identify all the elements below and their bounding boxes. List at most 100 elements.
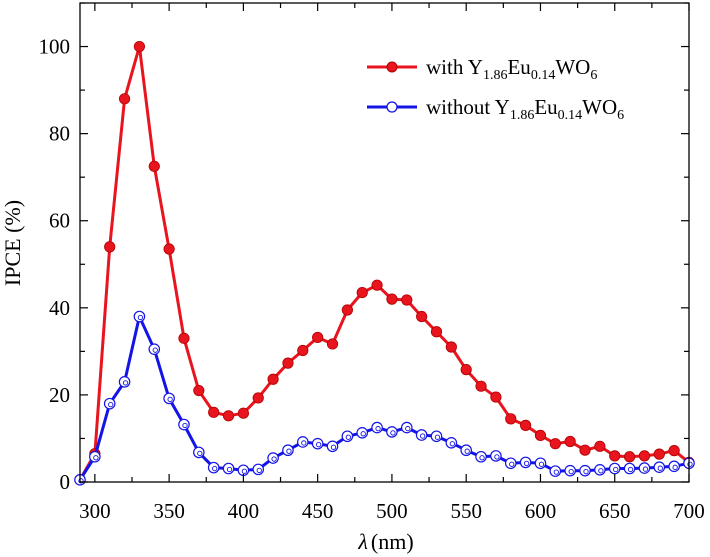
data-point-with bbox=[579, 444, 591, 456]
y-tick-label: 80 bbox=[49, 122, 70, 146]
data-point-with bbox=[237, 407, 249, 419]
data-point-without-inner bbox=[197, 450, 203, 457]
data-point-without bbox=[89, 450, 101, 463]
data-point-without-inner bbox=[212, 465, 218, 472]
data-point-with bbox=[505, 413, 517, 425]
data-point-without-inner bbox=[538, 461, 545, 467]
data-point-with bbox=[104, 241, 116, 253]
data-point-without bbox=[638, 462, 651, 474]
data-point-with bbox=[401, 294, 413, 306]
data-point-without bbox=[519, 456, 532, 469]
data-point-with bbox=[460, 364, 472, 376]
data-point-without bbox=[237, 464, 250, 477]
data-point-with bbox=[371, 279, 383, 291]
data-point-without-inner bbox=[182, 422, 188, 429]
x-tick-label: 550 bbox=[450, 499, 482, 523]
data-point-with bbox=[490, 391, 502, 403]
data-point-with bbox=[356, 286, 368, 299]
data-point-without bbox=[133, 310, 146, 323]
data-point-with bbox=[534, 429, 547, 442]
data-point-without-inner bbox=[553, 469, 559, 475]
data-point-without bbox=[282, 444, 294, 457]
data-point-with bbox=[594, 440, 606, 452]
data-point-with bbox=[178, 332, 190, 344]
data-point-without bbox=[297, 436, 309, 448]
data-point-without-inner bbox=[419, 433, 426, 439]
data-point-without bbox=[193, 446, 205, 459]
data-point-without bbox=[668, 460, 680, 473]
x-axis-label: λ (nm) bbox=[357, 529, 413, 554]
data-point-without-inner bbox=[479, 455, 485, 461]
data-point-without-inner bbox=[687, 461, 693, 467]
data-point-without bbox=[222, 462, 235, 475]
data-point-without-inner bbox=[642, 466, 649, 472]
data-point-with bbox=[133, 40, 146, 53]
data-point-without-inner bbox=[122, 380, 129, 386]
data-point-without bbox=[623, 462, 636, 475]
plot-series bbox=[74, 40, 695, 486]
data-point-without bbox=[103, 397, 116, 410]
data-point-with bbox=[520, 419, 532, 431]
legend-marker-with bbox=[386, 61, 398, 73]
data-point-without bbox=[400, 421, 413, 434]
x-tick-label: 700 bbox=[673, 499, 705, 523]
data-point-with bbox=[386, 293, 398, 305]
legend-entry-with: with Y1.86Eu0.14WO6 bbox=[367, 55, 597, 83]
data-point-without bbox=[326, 440, 339, 453]
data-point-without-inner bbox=[627, 466, 634, 473]
legend: with Y1.86Eu0.14WO6 without Y1.86Eu0.14W… bbox=[367, 55, 624, 123]
data-point-with bbox=[282, 357, 294, 369]
data-point-without-inner bbox=[657, 465, 663, 471]
data-point-without-inner bbox=[301, 440, 307, 446]
x-tick-label: 350 bbox=[153, 499, 185, 523]
data-point-with bbox=[475, 380, 487, 392]
data-point-without bbox=[594, 464, 606, 476]
tick-labels: 300 350 400 450 500 550 600 650 700 0 20 40 60 80 100 bbox=[39, 35, 705, 523]
data-point-without-inner bbox=[583, 469, 589, 475]
data-point-without-inner bbox=[672, 464, 678, 470]
data-point-with bbox=[252, 392, 264, 404]
data-point-without bbox=[460, 444, 472, 457]
x-tick-label: 500 bbox=[376, 499, 408, 523]
data-point-without bbox=[386, 426, 398, 438]
axis-ticks bbox=[80, 2, 690, 483]
data-point-with bbox=[208, 406, 220, 418]
data-point-without-inner bbox=[241, 468, 248, 474]
data-point-without bbox=[579, 464, 591, 477]
y-tick-label: 40 bbox=[49, 296, 70, 320]
data-point-without-inner bbox=[93, 455, 99, 461]
data-point-without-inner bbox=[152, 347, 158, 353]
legend-label-with: with Y1.86Eu0.14WO6 bbox=[426, 55, 597, 83]
data-point-without-inner bbox=[613, 466, 619, 473]
data-point-with bbox=[222, 410, 235, 422]
data-point-without-inner bbox=[271, 456, 277, 462]
plot-frame bbox=[79, 2, 690, 483]
data-point-without-inner bbox=[345, 434, 352, 440]
data-point-without-inner bbox=[226, 466, 233, 473]
data-point-with bbox=[148, 160, 160, 172]
data-point-with bbox=[623, 451, 636, 463]
data-point-without-inner bbox=[449, 441, 455, 447]
data-point-with bbox=[430, 326, 443, 338]
data-point-without-inner bbox=[360, 431, 366, 437]
data-point-without bbox=[490, 450, 502, 462]
data-point-without-inner bbox=[434, 434, 441, 440]
data-point-without-inner bbox=[598, 468, 604, 474]
data-point-without-inner bbox=[464, 448, 470, 454]
data-point-without bbox=[207, 461, 220, 474]
data-point-without-inner bbox=[286, 448, 292, 454]
data-point-without bbox=[608, 462, 621, 475]
data-point-without bbox=[653, 461, 666, 473]
data-point-with bbox=[193, 384, 205, 397]
data-point-with bbox=[564, 435, 576, 448]
data-point-with bbox=[416, 310, 428, 323]
data-point-without bbox=[430, 430, 443, 443]
legend-entry-without: without Y1.86Eu0.14WO6 bbox=[367, 95, 624, 123]
data-point-without-inner bbox=[137, 314, 144, 321]
legend-label-without: without Y1.86Eu0.14WO6 bbox=[426, 95, 624, 123]
data-point-with bbox=[653, 448, 665, 460]
data-point-without bbox=[252, 463, 265, 476]
data-point-with bbox=[297, 344, 309, 357]
data-point-without bbox=[178, 418, 190, 431]
